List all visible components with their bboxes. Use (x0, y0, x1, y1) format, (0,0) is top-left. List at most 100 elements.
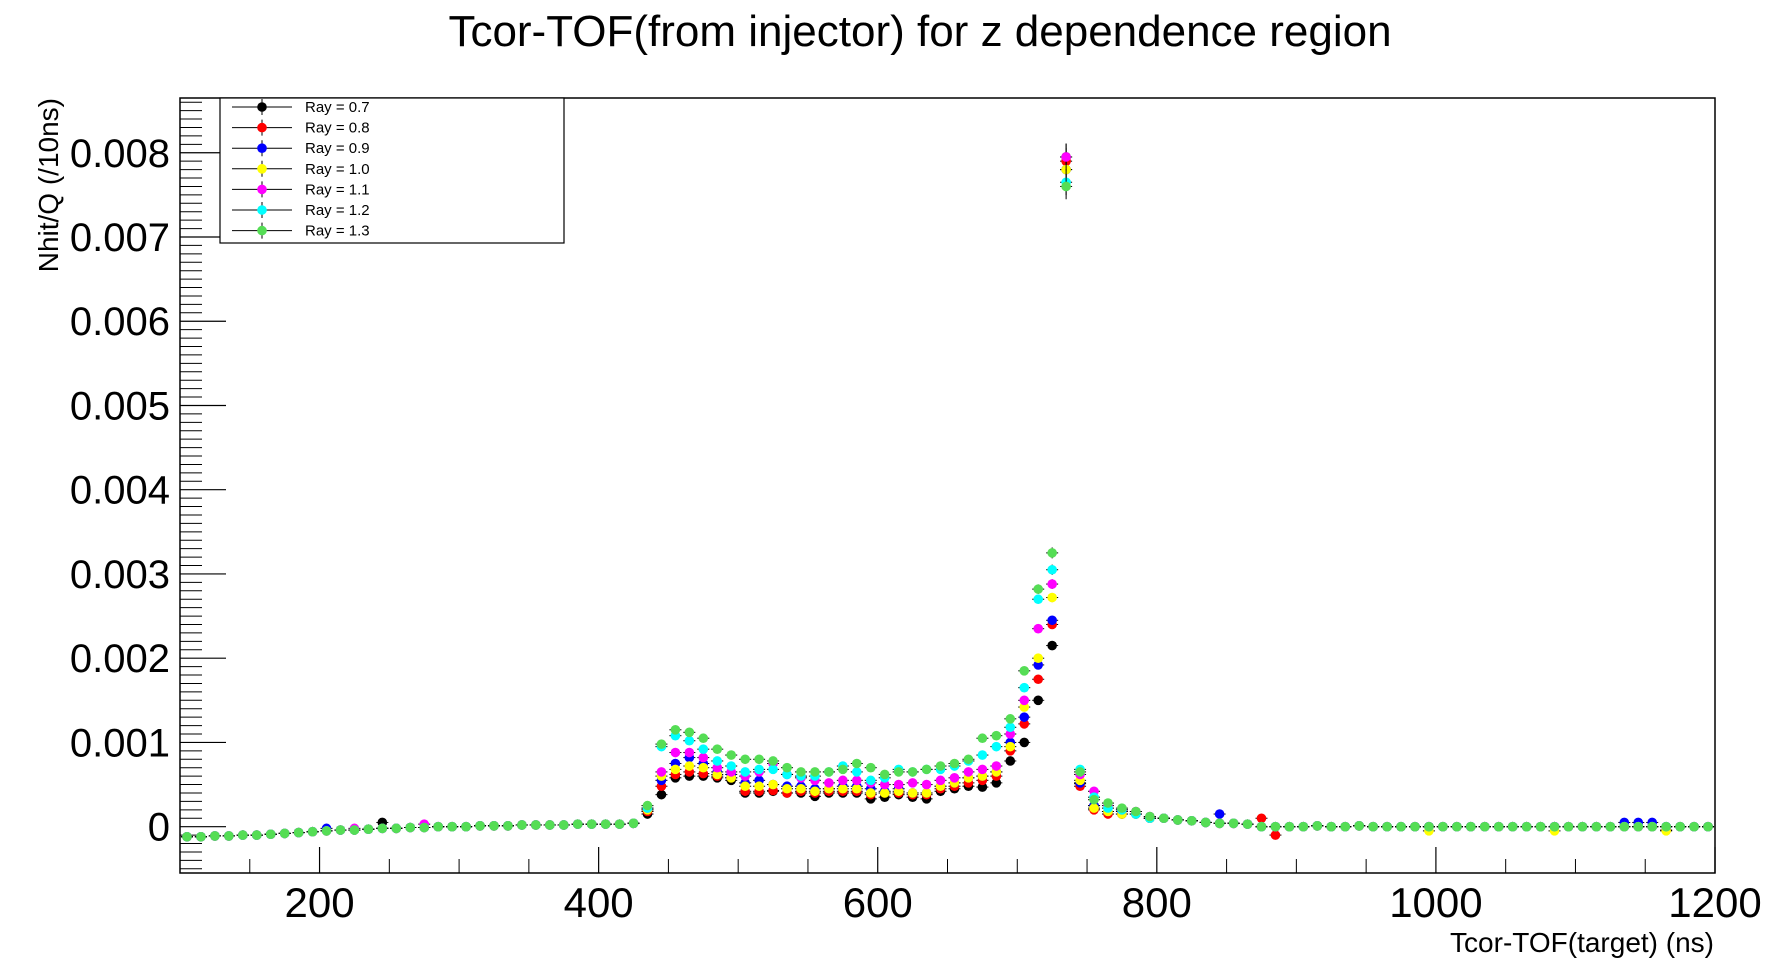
data-point (921, 764, 932, 775)
data-point (851, 783, 862, 794)
data-point (279, 828, 290, 839)
data-point (614, 819, 625, 829)
legend-entry: Ray = 1.0 (232, 160, 370, 178)
legend-label: Ray = 1.0 (305, 161, 370, 178)
data-point (1061, 152, 1071, 162)
data-point (1158, 813, 1169, 824)
legend-marker (257, 143, 267, 153)
data-point (949, 758, 960, 769)
data-point (307, 826, 318, 837)
data-point (712, 756, 723, 766)
data-point (1424, 821, 1434, 832)
legend-marker (257, 205, 267, 215)
data-point (824, 778, 834, 788)
data-point (1047, 548, 1057, 558)
data-point (1535, 821, 1546, 832)
data-point (1521, 821, 1532, 832)
data-point (475, 821, 485, 831)
data-point (838, 775, 848, 786)
data-point (865, 775, 876, 786)
data-point (1493, 821, 1504, 832)
data-point (712, 744, 723, 754)
data-point (712, 762, 723, 773)
data-point (851, 758, 862, 769)
data-point (698, 744, 709, 754)
data-point (600, 819, 611, 829)
data-point (586, 819, 597, 829)
data-point (265, 829, 276, 840)
data-point (656, 789, 667, 800)
y-axis: 0 0.001 0.002 0.003 0.004 0.005 0.006 0.007 0.00… (70, 101, 226, 870)
data-point (447, 821, 457, 832)
data-point (949, 773, 960, 783)
data-point (851, 767, 862, 777)
data-point (1131, 806, 1141, 817)
data-point (921, 788, 932, 798)
data-point (1396, 821, 1406, 832)
legend: Ray = 0.7 Ray = 0.8 Ray = 0.9 Ray = 1.0 Ray … (219, 97, 565, 244)
data-point (684, 761, 695, 771)
data-point (879, 779, 890, 790)
legend-label: Ray = 0.9 (305, 140, 370, 157)
data-point (419, 822, 430, 833)
data-point (1033, 584, 1044, 594)
data-point (1033, 653, 1044, 663)
data-point (1703, 821, 1713, 832)
legend-label: Ray = 1.3 (305, 223, 370, 240)
data-point (656, 767, 667, 777)
data-point (1549, 821, 1560, 832)
data-point (1047, 579, 1057, 589)
data-point (963, 767, 974, 777)
legend-marker (257, 184, 267, 195)
data-point (935, 761, 946, 771)
y-tick-label: 0.003 (70, 553, 170, 597)
data-point (1256, 813, 1267, 824)
data-point (1661, 821, 1671, 832)
data-point (321, 826, 332, 836)
data-point (1647, 821, 1658, 832)
data-point (1019, 737, 1030, 748)
y-tick-label: 0.008 (70, 132, 170, 176)
legend-marker (257, 122, 267, 133)
legend-label: Ray = 1.2 (305, 202, 370, 219)
data-point (838, 783, 848, 794)
data-point (991, 778, 1002, 788)
data-point (1033, 674, 1044, 685)
data-point (1033, 695, 1044, 706)
data-point (991, 730, 1002, 741)
data-point (433, 821, 443, 832)
data-point (1019, 702, 1030, 712)
x-tick-label: 600 (843, 879, 913, 926)
data-point (1340, 821, 1351, 832)
y-tick-label: 0.006 (70, 300, 170, 344)
data-point (907, 788, 918, 798)
x-tick-label: 800 (1122, 879, 1192, 926)
data-point (544, 820, 555, 830)
data-point (698, 762, 709, 773)
data-point (1005, 729, 1016, 739)
y-tick-label: 0.001 (70, 721, 170, 765)
data-point (726, 761, 737, 771)
data-point (782, 762, 792, 773)
data-point (628, 818, 639, 829)
data-point (1228, 818, 1239, 829)
data-point (712, 769, 723, 780)
legend-marker (257, 164, 267, 174)
data-point (1047, 592, 1057, 603)
data-point (754, 764, 764, 775)
data-point (210, 831, 220, 841)
data-point (977, 782, 988, 792)
legend-entry: Ray = 0.8 (232, 119, 370, 137)
data-point (251, 830, 262, 840)
data-point (1368, 821, 1378, 832)
data-point (1479, 821, 1490, 832)
data-point (921, 779, 932, 790)
data-point (1145, 811, 1155, 822)
data-point (1047, 640, 1057, 651)
data-point (1019, 719, 1030, 729)
data-point (1256, 821, 1267, 832)
data-point (893, 786, 904, 797)
data-point (991, 741, 1002, 752)
data-point (1312, 821, 1323, 831)
data-point (991, 761, 1002, 771)
